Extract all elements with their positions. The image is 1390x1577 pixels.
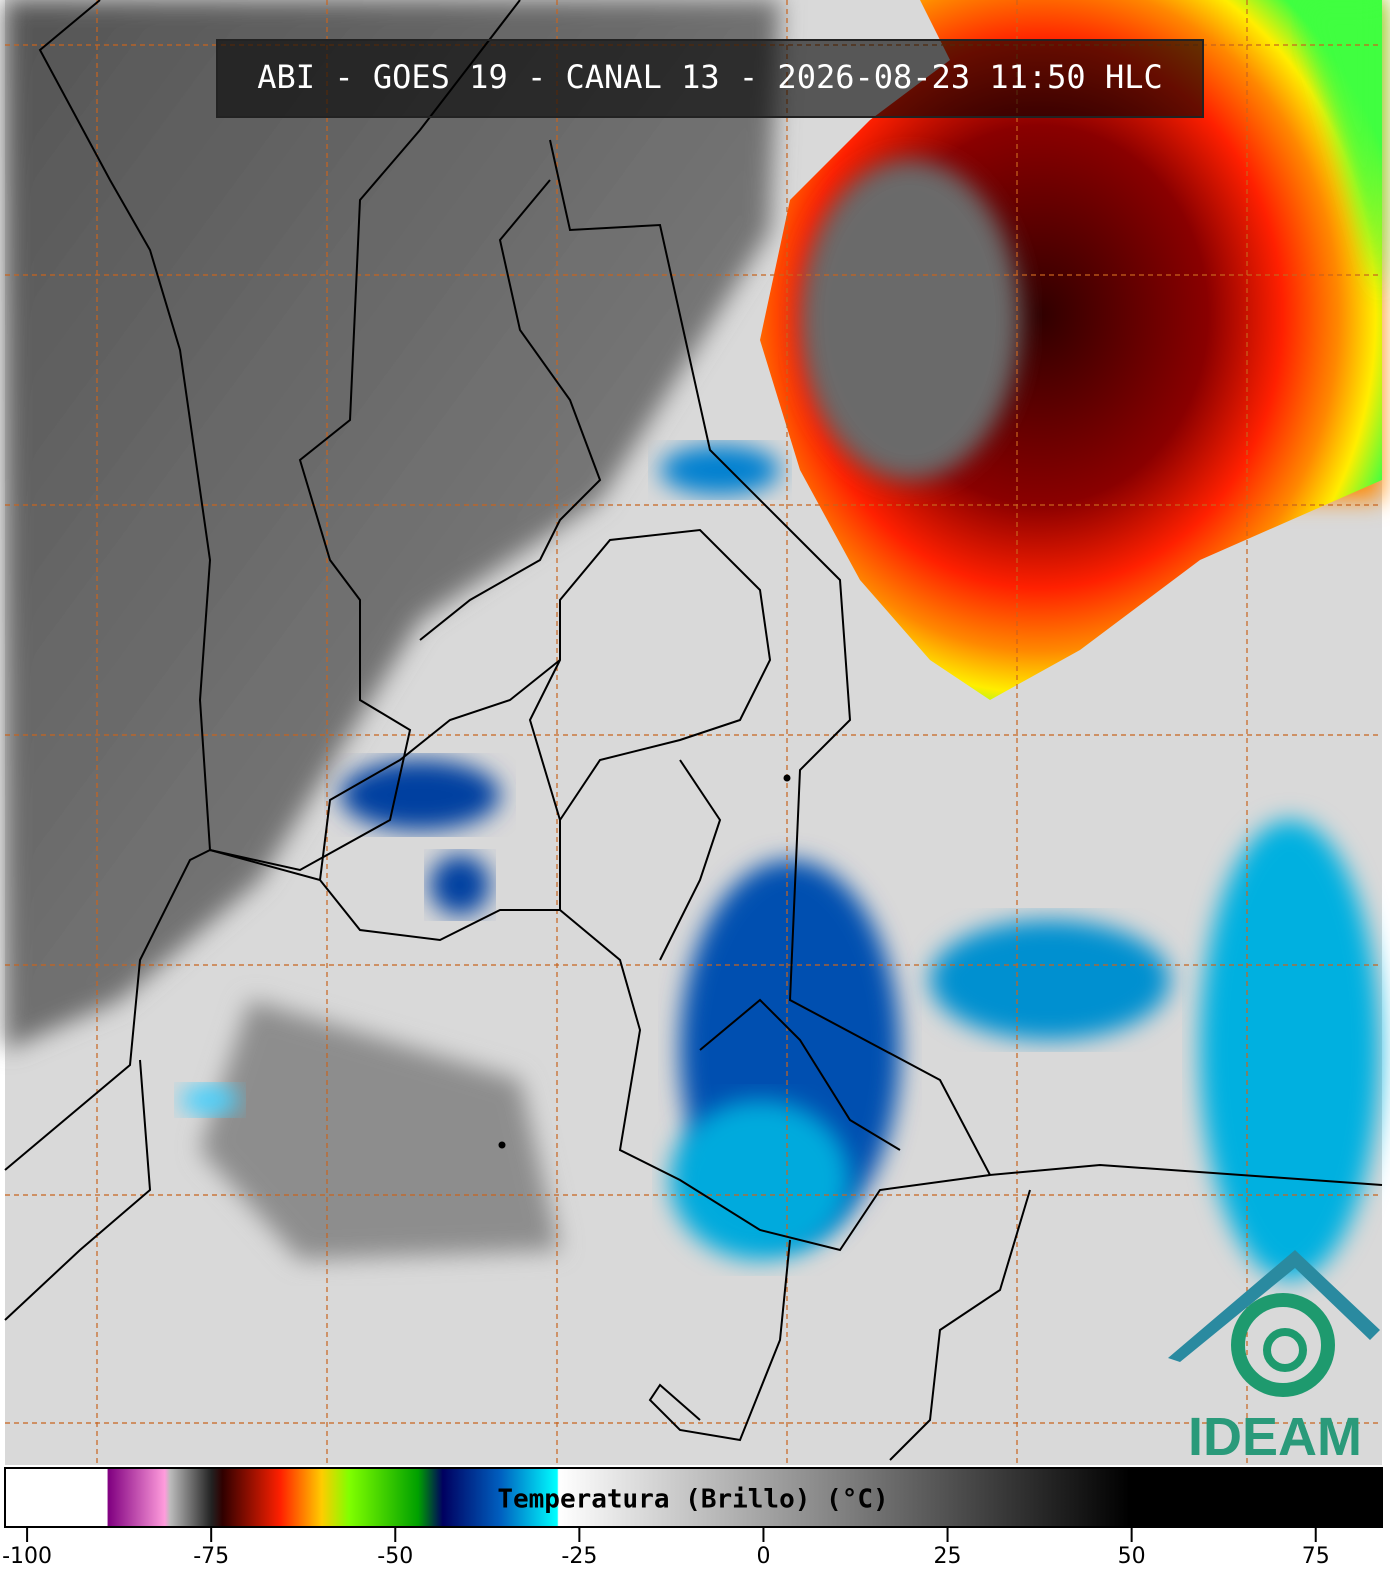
tick-label: 75 [1302, 1544, 1330, 1569]
tick-label: 50 [1118, 1544, 1146, 1569]
borders [4, 0, 1383, 1461]
title: ABI - GOES 19 - CANAL 13 - 2026-08-23 11… [257, 58, 1162, 96]
title-box [216, 39, 1204, 118]
ideam-logo: IDEAM [1168, 1250, 1380, 1467]
tick-label: -75 [193, 1544, 229, 1569]
tick-label: -25 [561, 1544, 597, 1569]
colorbar [4, 1467, 1383, 1528]
colorbar-label: Temperatura (Brillo) (°C) [497, 1485, 888, 1515]
satellite-image [5, 0, 1382, 1465]
tick-label: -100 [2, 1544, 52, 1569]
city-dot [783, 774, 791, 782]
graticule [5, 0, 1382, 1465]
tick-label: 25 [934, 1544, 962, 1569]
city-dot [498, 1141, 506, 1149]
colorbar-ticks: -100 -75 -50 -25 0 25 50 75 [2, 1527, 1330, 1569]
logo-text: IDEAM [1188, 1407, 1362, 1467]
tick-label: 0 [756, 1544, 770, 1569]
tick-label: -50 [377, 1544, 413, 1569]
